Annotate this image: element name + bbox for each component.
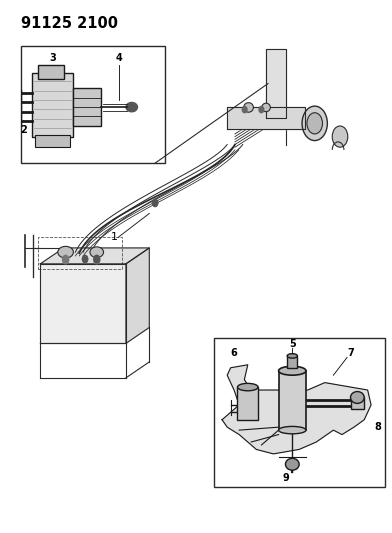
Polygon shape — [126, 248, 149, 343]
Ellipse shape — [90, 247, 103, 257]
Polygon shape — [40, 264, 126, 343]
Circle shape — [62, 255, 69, 264]
Ellipse shape — [58, 246, 73, 258]
Text: 91125 2100: 91125 2100 — [21, 16, 118, 31]
Bar — [214, 338, 385, 487]
Ellipse shape — [244, 103, 253, 112]
Circle shape — [82, 255, 88, 263]
Polygon shape — [266, 49, 285, 118]
Circle shape — [152, 199, 158, 207]
Circle shape — [94, 255, 100, 264]
Circle shape — [242, 107, 247, 113]
Polygon shape — [40, 248, 149, 264]
Circle shape — [259, 107, 264, 113]
Ellipse shape — [307, 113, 323, 134]
Text: 1: 1 — [111, 232, 118, 243]
Bar — [21, 46, 165, 163]
Circle shape — [94, 255, 100, 263]
Ellipse shape — [262, 103, 270, 112]
Ellipse shape — [302, 106, 327, 141]
Ellipse shape — [332, 126, 348, 147]
Polygon shape — [227, 108, 305, 128]
